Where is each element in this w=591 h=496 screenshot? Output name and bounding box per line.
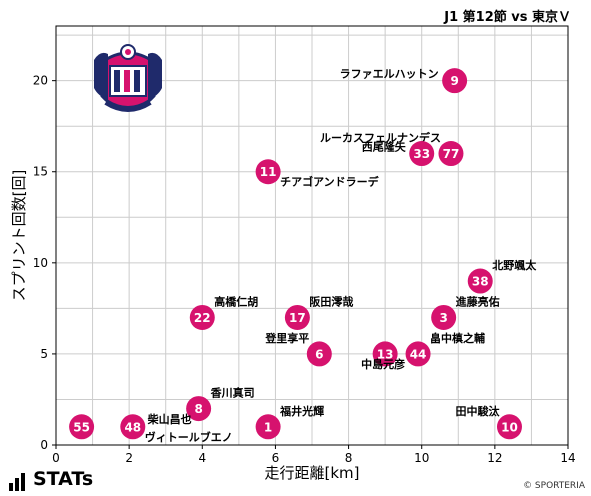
player-name-label: 福井光輝 [279, 404, 324, 418]
player-name-label: ラファエルハットン [340, 68, 439, 81]
player-marker [442, 68, 468, 94]
player-number: 77 [443, 147, 460, 161]
x-tick-label: 14 [560, 451, 575, 465]
player-number: 6 [315, 347, 323, 361]
player-marker [405, 341, 431, 367]
player-marker [438, 141, 464, 167]
player-number: 17 [289, 311, 306, 325]
player-number: 55 [73, 420, 90, 434]
x-tick-label: 4 [198, 451, 206, 465]
plot-frame [55, 25, 569, 446]
player-number: 13 [377, 347, 394, 361]
player-marker [372, 341, 398, 367]
player-marker [284, 304, 310, 330]
x-tick-label: 0 [52, 451, 60, 465]
player-marker [186, 396, 212, 422]
player-number: 3 [439, 311, 447, 325]
player-marker [255, 414, 281, 440]
player-marker [255, 159, 281, 185]
player-name-label: 香川真司 [210, 386, 255, 400]
player-name-label: 中島元彦 [361, 357, 405, 371]
player-number: 44 [410, 347, 427, 361]
player-marker [306, 341, 332, 367]
axis-ticks: 0 2 4 6 8 10 12 14 0 5 10 15 20 [33, 74, 576, 465]
player-name-label: 進藤亮佑 [456, 294, 500, 308]
x-tick-label: 6 [272, 451, 280, 465]
x-axis-label: 走行距離[km] [264, 464, 359, 482]
player-name-label: 高橋仁胡 [214, 294, 258, 308]
player-marker [431, 304, 457, 330]
team-crest-logo [94, 44, 162, 112]
player-number: 22 [194, 311, 211, 325]
x-tick-label: 12 [487, 451, 502, 465]
player-number: 38 [472, 275, 489, 289]
player-marker [467, 268, 493, 294]
player-number: 9 [450, 74, 458, 88]
player-name-label: 柴山昌也 [147, 412, 192, 426]
copyright: © SPORTERIA [523, 481, 585, 491]
x-tick-label: 8 [345, 451, 353, 465]
stats-brand-icon [9, 473, 25, 491]
player-name-label: ルーカスフェルナンデス [320, 131, 441, 145]
y-tick-label: 10 [33, 256, 48, 270]
player-marker [120, 414, 146, 440]
player-name-label: 登里享平 [264, 331, 309, 345]
player-name-label: ヴィトールブエノ [145, 430, 233, 444]
player-marker [189, 304, 215, 330]
chart-title: J1 第12節 vs 東京Ｖ [444, 10, 571, 25]
brand-name: STATs [33, 468, 94, 490]
y-tick-label: 5 [40, 347, 48, 361]
player-name-label: 北野颯太 [492, 258, 537, 272]
player-number: 33 [413, 147, 430, 161]
player-marker [409, 141, 435, 167]
player-number: 11 [260, 165, 277, 179]
player-name-label: 畠中槙之輔 [430, 331, 485, 345]
player-marker [496, 414, 522, 440]
y-axis-label: スプリント回数[回] [10, 170, 28, 302]
y-tick-label: 0 [40, 438, 48, 452]
player-name-label: 西尾隆矢 [362, 140, 407, 154]
player-number: 10 [501, 420, 518, 434]
player-marker [69, 414, 95, 440]
y-tick-label: 20 [33, 74, 48, 88]
x-tick-label: 2 [125, 451, 133, 465]
player-name-label: 田中駿汰 [455, 404, 500, 418]
x-tick-label: 10 [414, 451, 429, 465]
player-name-label: チアゴアンドラーデ [280, 175, 380, 189]
y-tick-label: 15 [33, 165, 48, 179]
player-number: 48 [124, 420, 141, 434]
player-number: 1 [264, 420, 272, 434]
player-name-label: 阪田澪哉 [309, 294, 353, 308]
player-number: 8 [194, 402, 202, 416]
